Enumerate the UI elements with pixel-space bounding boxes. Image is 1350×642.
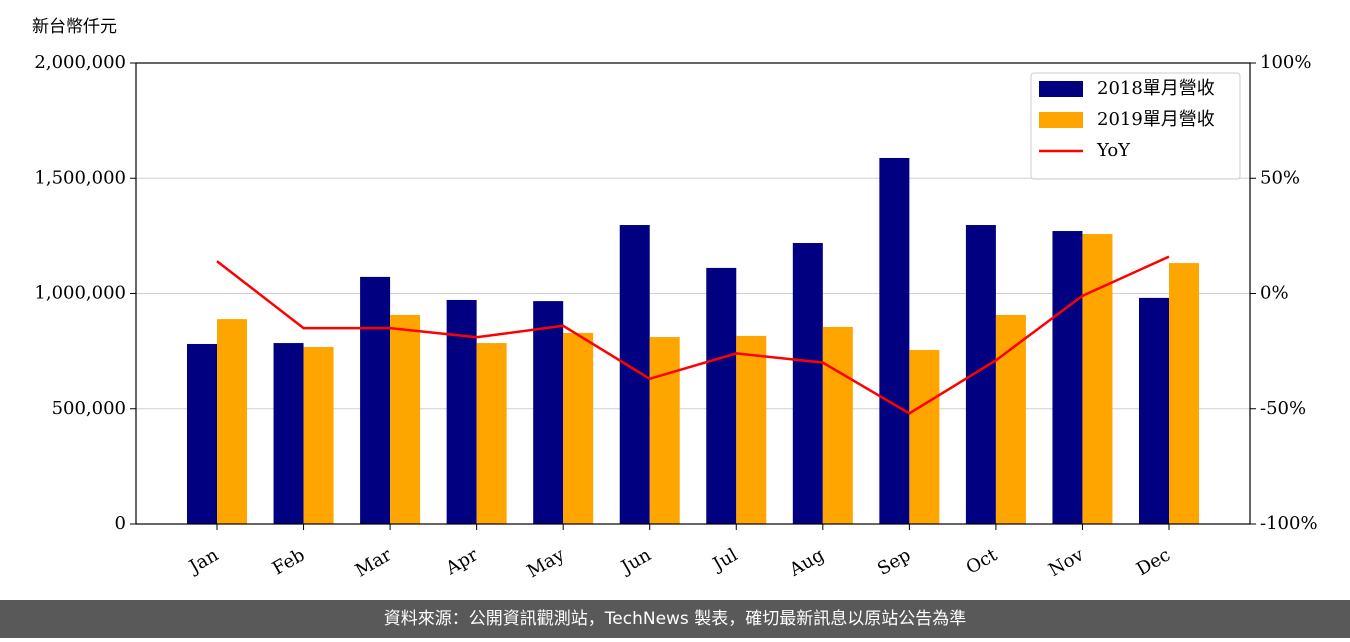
y-tick-label: 2,000,000: [34, 52, 126, 73]
bar: [736, 335, 767, 524]
y2-tick-label: -50%: [1260, 398, 1306, 419]
y2-tick-label: 0%: [1260, 283, 1289, 304]
bar: [1082, 234, 1113, 524]
x-tick-label: Dec: [1133, 544, 1174, 580]
y-axis-label: 新台幣仟元: [32, 17, 117, 37]
legend-swatch: [1039, 81, 1083, 97]
source-note: 資料來源：公開資訊觀測站，TechNews 製表，確切最新訊息以原站公告為準: [384, 609, 966, 629]
bar: [360, 276, 391, 524]
x-tick-label: Sep: [874, 544, 914, 579]
bar: [273, 343, 304, 524]
y2-tick-label: 50%: [1260, 167, 1300, 188]
y2-tick-label: -100%: [1260, 513, 1318, 534]
x-tick-label: May: [524, 544, 569, 582]
plot-frame: [135, 62, 1251, 525]
bar: [792, 243, 823, 524]
x-tick-label: Mar: [352, 544, 396, 581]
bar: [822, 326, 853, 524]
x-tick-label: Feb: [269, 544, 309, 579]
y-tick-label: 1,500,000: [34, 167, 126, 188]
x-tick-label: Aug: [785, 544, 828, 581]
bar: [995, 314, 1026, 524]
legend-swatch: [1039, 112, 1083, 128]
bar: [909, 349, 940, 524]
bar: [1052, 231, 1083, 525]
x-tick-label: Jan: [184, 544, 222, 578]
bar: [187, 343, 217, 524]
bar: [390, 314, 421, 524]
y-tick-label: 1,000,000: [34, 283, 126, 304]
bar: [217, 319, 247, 524]
bar: [649, 337, 680, 524]
legend-box: [1030, 72, 1241, 180]
legend-label: YoY: [1096, 140, 1131, 161]
legend-label: 2019單月營收: [1097, 109, 1215, 130]
y-tick-label: 0: [115, 513, 126, 534]
x-tick-label: Apr: [442, 544, 482, 579]
bar: [476, 343, 507, 524]
y2-tick-label: 100%: [1260, 52, 1311, 73]
legend-label: 2018單月營收: [1097, 78, 1215, 99]
footer-band: [0, 600, 1350, 638]
x-tick-label: Jul: [708, 544, 742, 576]
bar: [1169, 263, 1199, 524]
bar: [619, 225, 650, 524]
y-tick-label: 500,000: [52, 398, 126, 419]
bar: [533, 301, 564, 524]
bar: [879, 157, 910, 524]
bar: [706, 267, 737, 524]
x-tick-label: Oct: [963, 544, 1002, 579]
bar: [563, 332, 594, 524]
bar: [1139, 297, 1169, 524]
yoy-line: [216, 255, 1170, 415]
x-tick-label: Jun: [616, 544, 655, 579]
bar: [303, 346, 334, 524]
x-tick-label: Nov: [1045, 544, 1088, 581]
